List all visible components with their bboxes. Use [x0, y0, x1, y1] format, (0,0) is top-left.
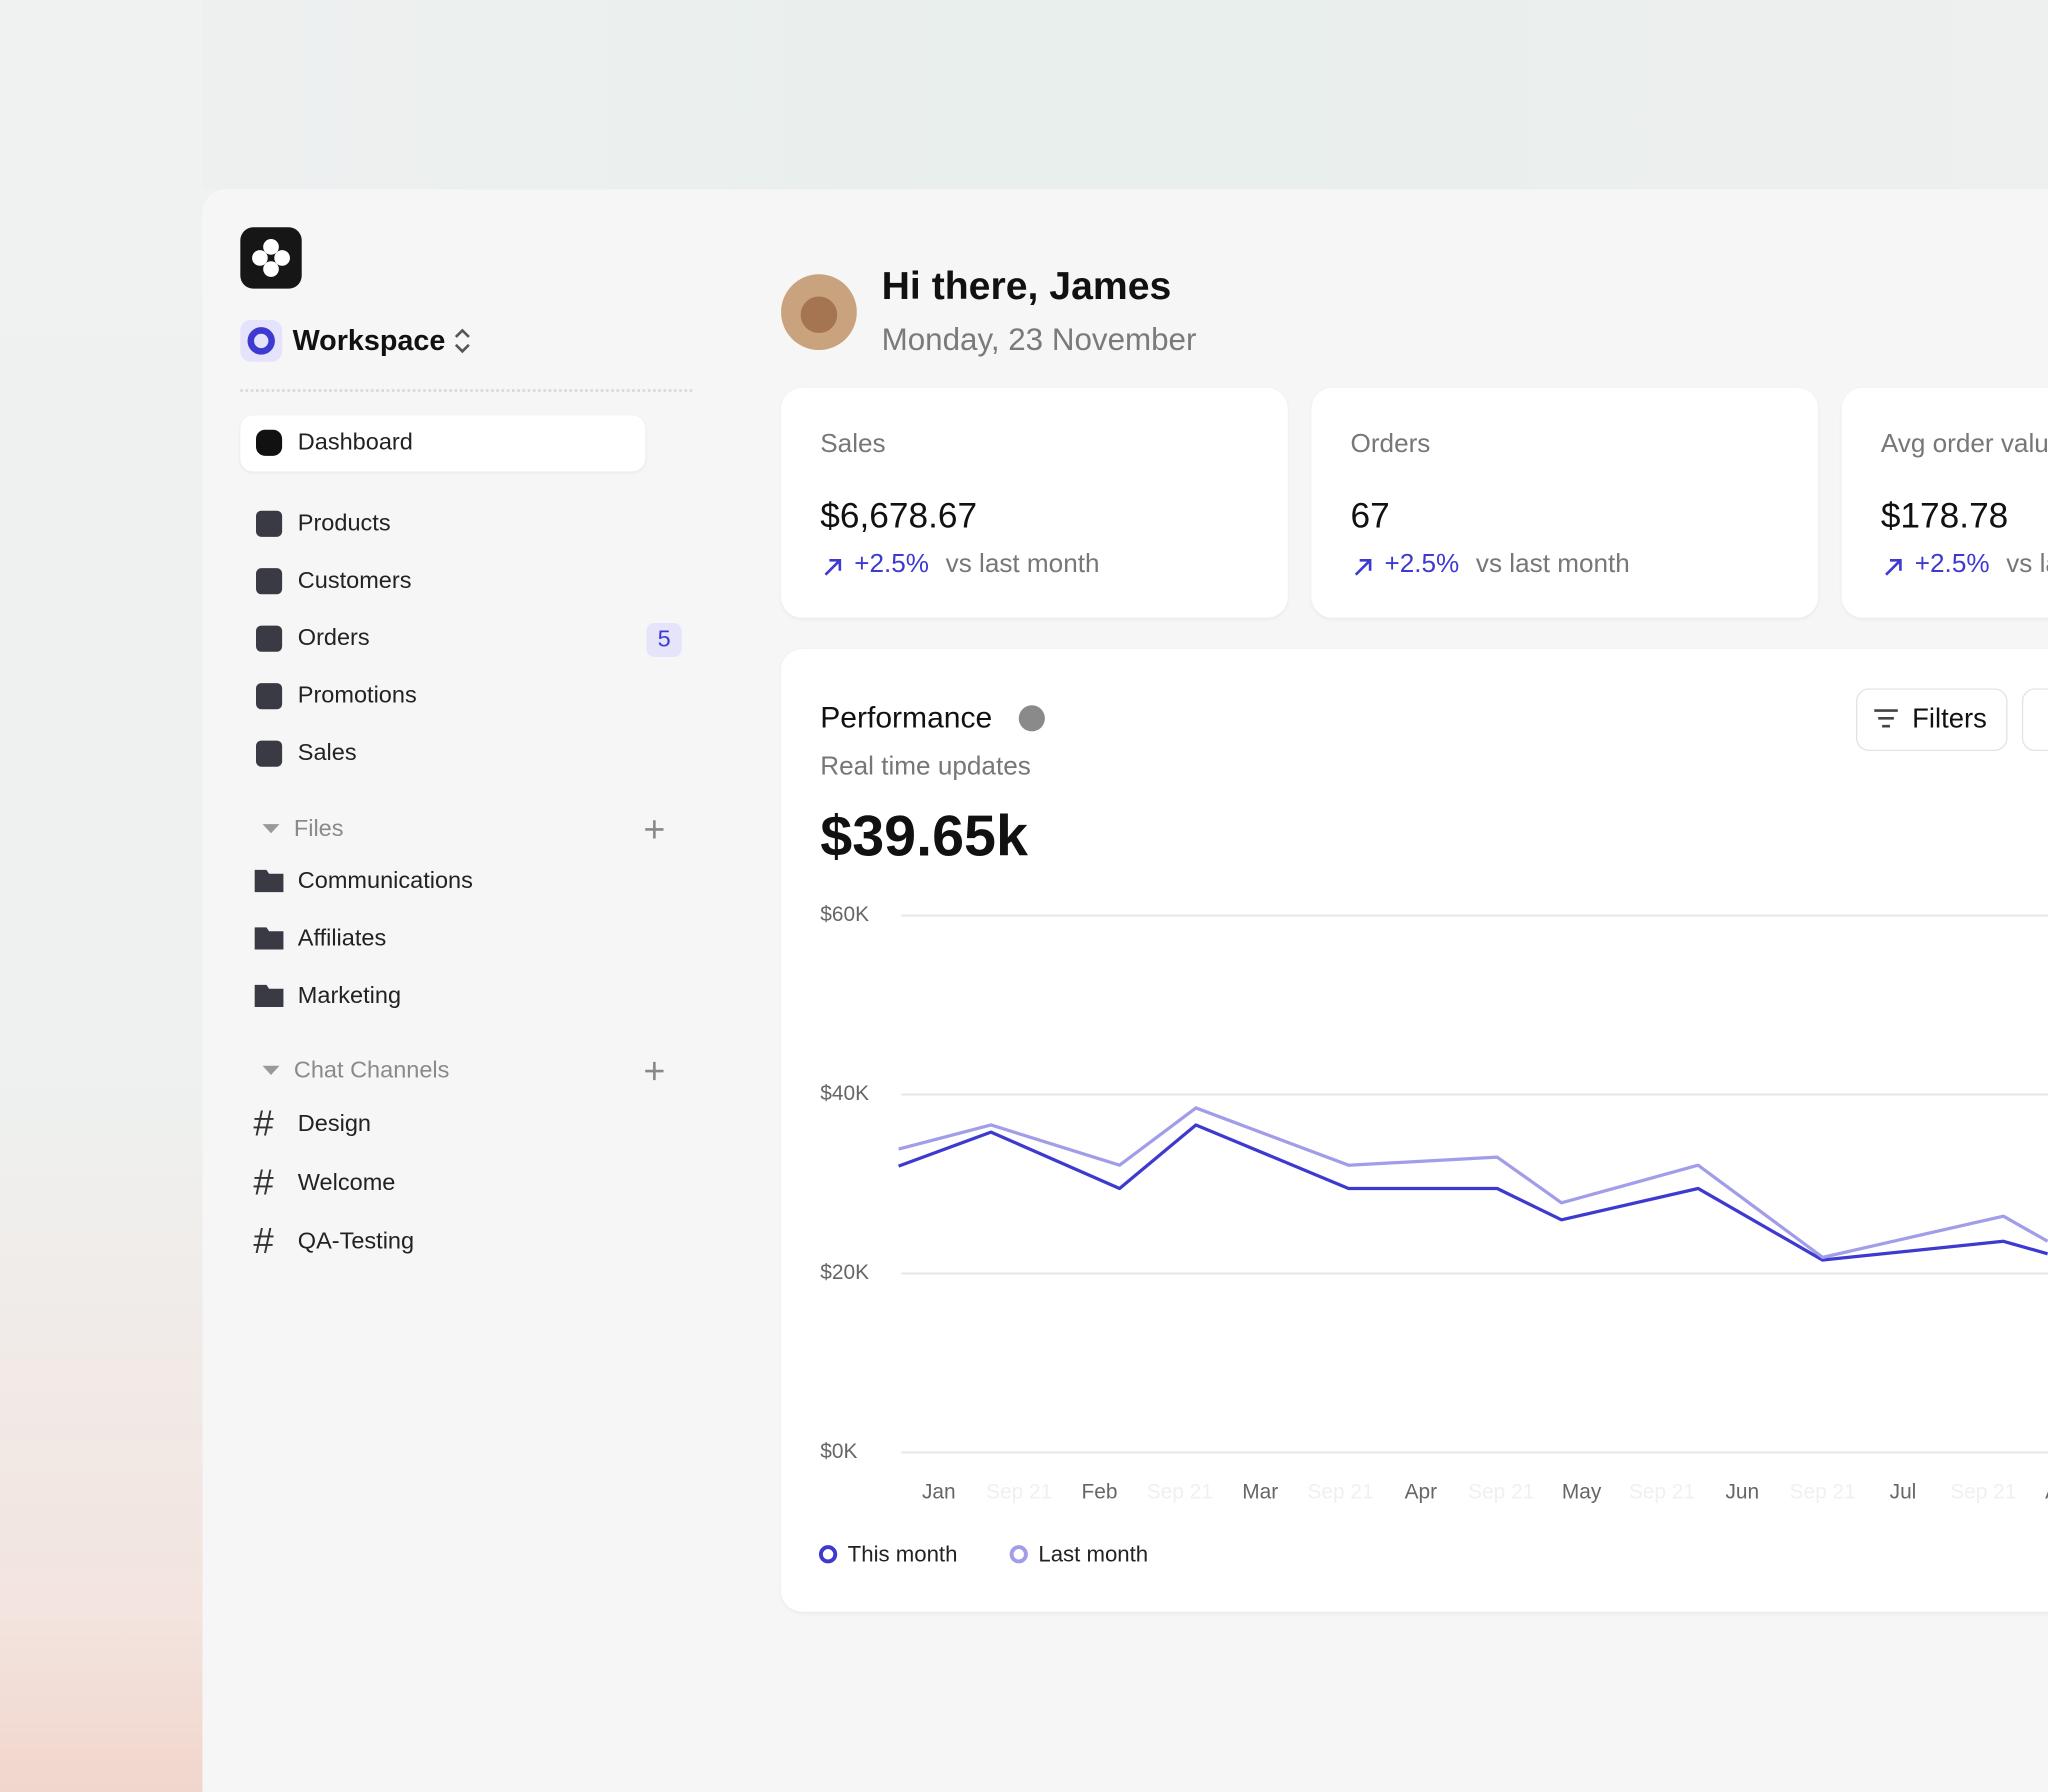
nav-icon — [255, 568, 283, 595]
legend-marker — [1009, 1545, 1028, 1564]
legend-label: This month — [848, 1541, 958, 1566]
legend-marker — [818, 1545, 838, 1564]
y-tick-label: $0K — [820, 1440, 857, 1463]
channel-item[interactable]: Design — [297, 1110, 371, 1137]
calendar-button[interactable] — [2021, 688, 2048, 752]
x-tick-label: Jan — [922, 1480, 956, 1503]
x-tick-label: Sep 21 — [1147, 1480, 1213, 1503]
performance-title: Performance — [820, 700, 993, 735]
x-tick-label: Feb — [1081, 1480, 1117, 1503]
y-tick-label: $60K — [820, 903, 869, 926]
folder-icon — [254, 927, 284, 950]
x-tick-label: May — [1562, 1480, 1602, 1503]
nav-icon — [255, 740, 283, 767]
nav-icon — [255, 510, 283, 537]
folder-icon — [254, 869, 284, 893]
add-icon — [645, 1061, 664, 1081]
section-title[interactable]: Chat Channels — [293, 1056, 450, 1083]
trend-icon — [824, 559, 842, 576]
folder-icon — [254, 984, 284, 1008]
card-note: vs last month — [1475, 549, 1630, 579]
y-tick-label: $40K — [820, 1082, 869, 1105]
trend-icon — [1885, 559, 1902, 576]
x-tick-label: Jul — [1890, 1480, 1917, 1503]
orders-badge: 5 — [657, 625, 671, 652]
switch-icon[interactable] — [449, 327, 475, 356]
top-backdrop — [202, 0, 2048, 190]
hash-icon: # — [253, 1103, 274, 1144]
filters-label[interactable]: Filters — [1912, 703, 1987, 735]
card-note: vs last month — [2006, 549, 2048, 579]
nav-item[interactable]: Promotions — [297, 681, 417, 708]
nav-item[interactable]: Customers — [297, 566, 412, 593]
collapse-icon — [262, 1065, 280, 1075]
series-line — [898, 1123, 2048, 1262]
hash-icon: # — [253, 1220, 274, 1261]
card-title: Sales — [820, 429, 886, 459]
x-tick-label: Aug — [2045, 1480, 2048, 1503]
hash-icon: # — [253, 1161, 274, 1202]
x-tick-label: Sep 21 — [986, 1480, 1052, 1503]
nav-icon — [255, 683, 283, 710]
avatar-face — [800, 296, 838, 334]
app-logo — [240, 227, 302, 289]
date: Monday, 23 November — [881, 322, 1197, 358]
card-note: vs last month — [945, 549, 1100, 579]
performance-subtitle: Real time updates — [820, 752, 1031, 782]
workspace-glyph — [247, 327, 275, 355]
card-value: $6,678.67 — [820, 496, 978, 536]
legend-label: Last month — [1038, 1541, 1148, 1566]
channel-item[interactable]: QA-Testing — [297, 1227, 415, 1254]
orders-badge-bg — [646, 623, 682, 657]
nav-item[interactable]: Sales — [297, 739, 357, 766]
file-item[interactable]: Marketing — [297, 982, 402, 1009]
x-tick-label: Sep 21 — [1790, 1480, 1856, 1503]
y-tick-label: $20K — [820, 1261, 869, 1284]
card-change: +2.5% — [1384, 549, 1460, 579]
logo-glyph — [252, 239, 290, 277]
greeting: Hi there, James — [881, 265, 1172, 309]
file-item[interactable]: Communications — [297, 867, 473, 894]
card-change: +2.5% — [854, 549, 929, 579]
card-title: Orders — [1350, 429, 1431, 459]
performance-total: $39.65k — [820, 804, 1028, 869]
section-title[interactable]: Files — [293, 815, 344, 842]
x-tick-label: Sep 21 — [1468, 1480, 1534, 1503]
stat-card — [1311, 387, 1819, 618]
nav-icon — [255, 625, 283, 652]
nav-icon — [255, 429, 283, 456]
stat-card — [781, 387, 1288, 618]
card-title: Avg order value — [1880, 429, 2048, 459]
x-tick-label: Sep 21 — [1950, 1480, 2016, 1503]
filters-icon — [1874, 709, 1898, 728]
add-icon — [645, 820, 664, 839]
x-tick-label: Mar — [1242, 1480, 1278, 1503]
card-value: $178.78 — [1880, 496, 2009, 536]
workspace-name[interactable]: Workspace — [292, 323, 446, 357]
collapse-icon — [262, 824, 280, 834]
nav-item[interactable]: Orders — [297, 624, 370, 651]
active-nav-bg — [240, 415, 646, 472]
file-item[interactable]: Affiliates — [297, 924, 387, 951]
channel-item[interactable]: Welcome — [297, 1168, 396, 1196]
x-tick-label: Sep 21 — [1307, 1480, 1373, 1503]
x-tick-label: Sep 21 — [1629, 1480, 1695, 1503]
card-value: 67 — [1350, 496, 1390, 536]
trend-icon — [1354, 559, 1372, 576]
series-line — [898, 1106, 2048, 1259]
info-icon — [1018, 705, 1045, 732]
nav-item[interactable]: Products — [297, 509, 391, 536]
x-tick-label: Apr — [1405, 1480, 1438, 1503]
workspace-icon — [240, 319, 283, 362]
x-tick-label: Jun — [1725, 1480, 1759, 1503]
nav-item[interactable]: Dashboard — [297, 428, 413, 455]
performance-card — [781, 649, 2048, 1612]
card-change: +2.5% — [1914, 549, 1990, 579]
divider — [240, 389, 693, 392]
chart: $0K $20K $40K $60K Jan Sep 21 Feb Sep 21 Mar Sep … — [818, 903, 2048, 1566]
stat-card — [1841, 387, 2048, 618]
